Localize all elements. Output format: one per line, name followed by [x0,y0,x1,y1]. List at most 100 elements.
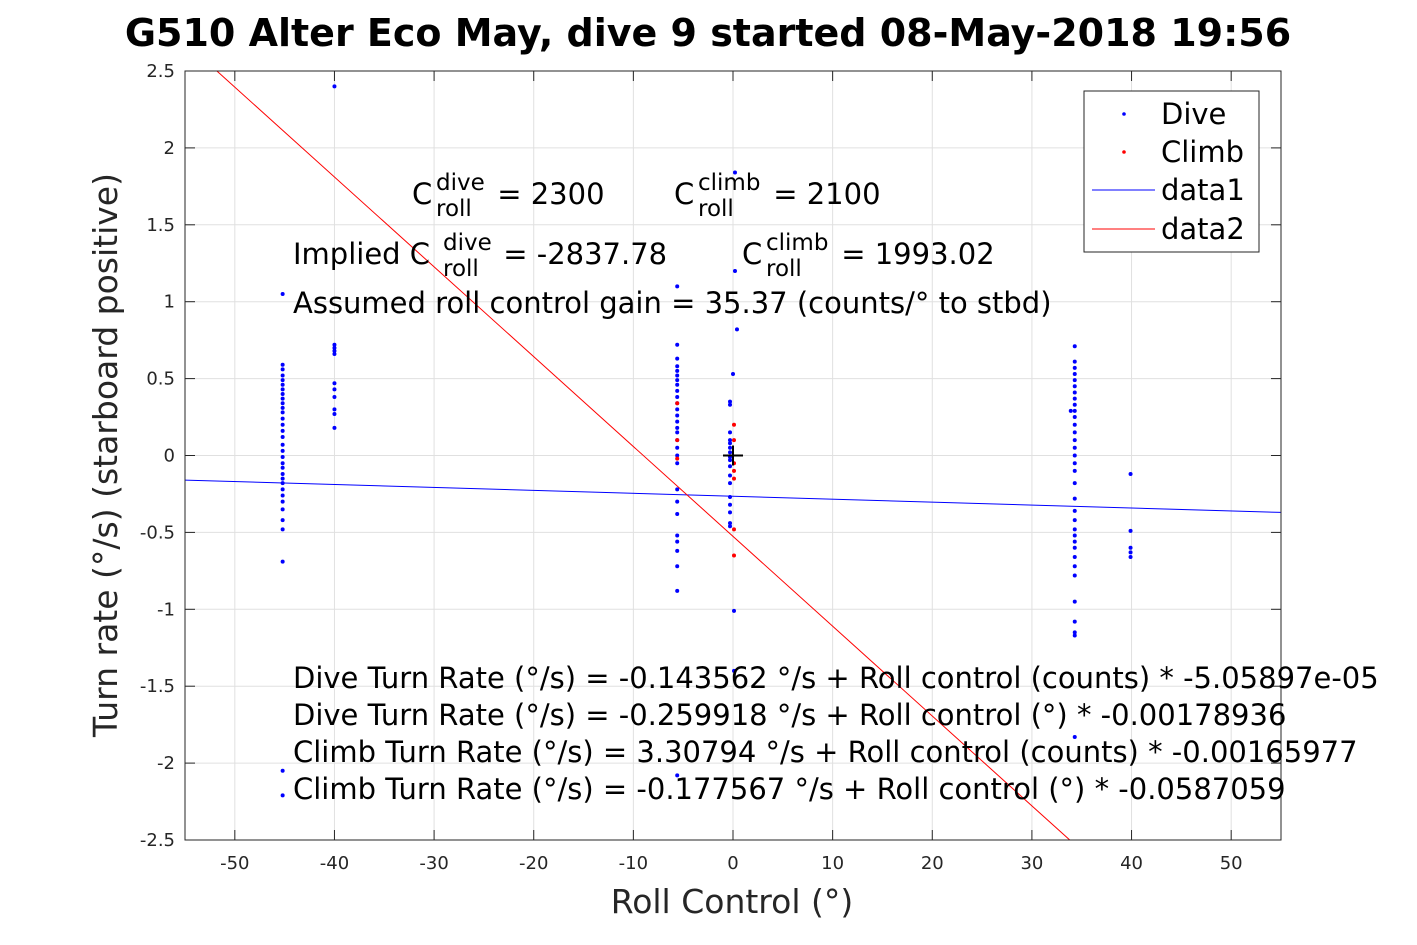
implied-dive-prefix: Implied C [293,237,430,271]
dive-point [728,521,733,526]
x-tick-label: 10 [821,853,844,874]
dive-point [280,416,285,421]
dive-point [1072,445,1077,450]
dive-point [675,564,680,569]
dive-point [280,487,285,492]
x-tick-label: 0 [727,853,738,874]
dive-point [1128,545,1133,550]
dive-point [332,348,337,353]
dive-point [1072,481,1077,486]
dive-point [332,342,337,347]
fit-line-3: Climb Turn Rate (°/s) = 3.30794 °/s + Ro… [293,735,1358,769]
implied-climb-prefix: C [742,237,762,271]
dive-point [332,395,337,400]
y-tick-label: -0.5 [140,522,175,543]
dive-point [1072,402,1077,407]
dive-point [1072,573,1077,578]
dive-point [675,378,680,383]
c-climb-sub: roll [698,196,734,222]
y-tick-label: 2.5 [146,61,175,82]
x-tick-label: 20 [921,853,944,874]
dive-point [675,548,680,553]
dive-point [1068,408,1073,413]
implied-climb-value: = 1993.02 [832,237,995,271]
dive-point [1128,528,1133,533]
dive-point [1072,630,1077,635]
dive-point [280,373,285,378]
legend-data1-label: data1 [1161,173,1245,207]
c-climb-value: = 2100 [764,177,881,211]
dive-point [675,364,680,369]
dive-point [728,524,733,529]
dive-point [332,407,337,412]
dive-point [280,461,285,466]
dive-point [332,411,337,416]
dive-point [332,425,337,430]
x-tick-label: 50 [1220,853,1243,874]
climb-point [731,476,736,481]
dive-point [1072,396,1077,401]
dive-point [675,487,680,492]
dive-point [1072,633,1077,638]
dive-point [280,493,285,498]
dive-point [280,768,285,773]
dive-point [1072,415,1077,420]
climb-point [731,438,736,443]
implied-climb-sub: roll [766,256,802,282]
fit-line-data2 [216,70,1071,841]
dive-point [280,387,285,392]
dive-point [675,461,680,466]
dive-point [675,511,680,516]
legend-dive-label: Dive [1161,97,1226,131]
dive-point [280,465,285,470]
fit-lines [184,70,1282,841]
legend-box [1083,90,1260,253]
origin-marker [723,445,743,466]
dive-point [675,419,680,424]
x-tick-label: -10 [619,853,648,874]
dive-point [728,473,733,478]
dive-point [1072,453,1077,458]
climb-point [731,527,736,532]
dive-point [280,378,285,383]
dive-point [332,381,337,386]
dive-point [728,510,733,515]
dive-point [675,356,680,361]
y-axis-label: Turn rate (°/s) (starboard positive) [86,173,125,738]
legend-climb-marker [1122,150,1126,154]
dive-point [280,442,285,447]
dive-point [1072,365,1077,370]
c-climb-prefix: C [674,177,694,211]
dive-point [728,399,733,404]
dive-point [1072,734,1077,739]
dive-point [280,793,285,798]
dive-point [1072,533,1077,538]
dive-point [728,502,733,507]
dive-point [675,773,680,778]
dive-point [1072,508,1077,513]
x-tick-label: -20 [519,853,548,874]
dive-point [731,371,735,376]
dive-point [1072,430,1077,435]
dive-point [731,668,736,673]
dive-point [280,391,285,396]
implied-climb-sup: climb [766,230,828,256]
dive-point [280,435,285,440]
c-dive-sub: roll [436,196,472,222]
dive-point [1072,359,1077,364]
x-tick-label: 30 [1020,853,1043,874]
climb-point [675,456,680,461]
climb-point [731,553,736,558]
dive-point [675,588,680,593]
legend-climb-label: Climb [1161,135,1244,169]
dive-point [731,608,736,613]
dive-point [280,499,285,504]
c-dive-prefix: C [412,177,432,211]
climb-point [675,438,680,443]
dive-point [675,342,680,347]
chart-title: G510 Alter Eco May, dive 9 started 08-Ma… [125,11,1291,55]
y-tick-label: -2 [157,753,175,774]
implied-climb-annotation: C climb roll = 1993.02 [742,230,995,282]
climb-point [675,401,680,406]
